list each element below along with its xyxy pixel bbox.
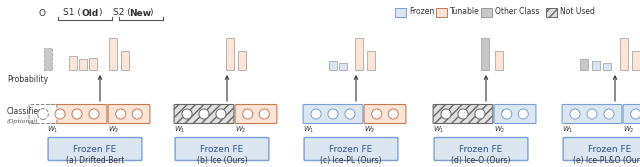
Ellipse shape bbox=[388, 109, 398, 119]
Bar bbox=[89, 58, 97, 70]
Bar bbox=[226, 38, 234, 70]
Text: (Optional): (Optional) bbox=[7, 119, 38, 124]
Bar bbox=[238, 51, 246, 70]
Ellipse shape bbox=[216, 109, 226, 119]
Ellipse shape bbox=[55, 109, 65, 119]
Text: $W_2$: $W_2$ bbox=[494, 125, 506, 135]
FancyBboxPatch shape bbox=[494, 105, 536, 124]
Text: (e) Ice-PL&O (Ours): (e) Ice-PL&O (Ours) bbox=[573, 155, 640, 164]
FancyBboxPatch shape bbox=[304, 137, 398, 160]
Ellipse shape bbox=[38, 109, 49, 119]
Bar bbox=[546, 8, 557, 17]
Bar bbox=[481, 38, 489, 70]
Ellipse shape bbox=[441, 109, 451, 119]
Text: New: New bbox=[129, 9, 151, 18]
Bar bbox=[329, 61, 337, 70]
Text: $W_1$: $W_1$ bbox=[47, 125, 59, 135]
Text: $W_1$: $W_1$ bbox=[433, 125, 445, 135]
Bar bbox=[355, 38, 363, 70]
Bar bbox=[632, 51, 640, 70]
Text: $W_2$: $W_2$ bbox=[623, 125, 635, 135]
Text: Frozen FE: Frozen FE bbox=[460, 144, 502, 153]
FancyBboxPatch shape bbox=[174, 105, 234, 124]
Bar bbox=[395, 8, 406, 17]
Text: Frozen FE: Frozen FE bbox=[200, 144, 244, 153]
Ellipse shape bbox=[372, 109, 382, 119]
Ellipse shape bbox=[630, 109, 640, 119]
Bar bbox=[79, 59, 87, 70]
FancyBboxPatch shape bbox=[562, 105, 622, 124]
Bar bbox=[436, 8, 447, 17]
Text: Probability: Probability bbox=[7, 75, 48, 85]
Text: Classifier: Classifier bbox=[7, 108, 42, 117]
Text: Frozen FE: Frozen FE bbox=[330, 144, 372, 153]
Text: Frozen: Frozen bbox=[409, 8, 435, 17]
Bar bbox=[603, 63, 611, 70]
Ellipse shape bbox=[604, 109, 614, 119]
Ellipse shape bbox=[243, 109, 253, 119]
FancyBboxPatch shape bbox=[48, 137, 142, 160]
Ellipse shape bbox=[259, 109, 269, 119]
FancyBboxPatch shape bbox=[364, 105, 406, 124]
FancyBboxPatch shape bbox=[623, 105, 640, 124]
Text: $W_2$: $W_2$ bbox=[364, 125, 376, 135]
FancyBboxPatch shape bbox=[433, 105, 493, 124]
Ellipse shape bbox=[458, 109, 468, 119]
Text: $W_2$: $W_2$ bbox=[236, 125, 247, 135]
Ellipse shape bbox=[89, 109, 99, 119]
Ellipse shape bbox=[345, 109, 355, 119]
Bar bbox=[620, 38, 628, 70]
Ellipse shape bbox=[311, 109, 321, 119]
Text: Old: Old bbox=[81, 9, 99, 18]
Text: Other Class: Other Class bbox=[495, 8, 540, 17]
Bar bbox=[44, 48, 52, 70]
Text: S1 (: S1 ( bbox=[63, 9, 81, 18]
Text: S2 (: S2 ( bbox=[113, 9, 131, 18]
Text: (c) Ice-PL (Ours): (c) Ice-PL (Ours) bbox=[320, 155, 381, 164]
FancyBboxPatch shape bbox=[47, 105, 107, 124]
Text: $W_1$: $W_1$ bbox=[562, 125, 574, 135]
Ellipse shape bbox=[182, 109, 192, 119]
Ellipse shape bbox=[116, 109, 126, 119]
FancyBboxPatch shape bbox=[563, 137, 640, 160]
Ellipse shape bbox=[132, 109, 142, 119]
FancyBboxPatch shape bbox=[434, 137, 528, 160]
Text: (a) Drifted-Bert: (a) Drifted-Bert bbox=[66, 155, 124, 164]
Bar bbox=[481, 8, 492, 17]
Bar bbox=[592, 61, 600, 70]
FancyBboxPatch shape bbox=[303, 105, 363, 124]
Ellipse shape bbox=[570, 109, 580, 119]
Ellipse shape bbox=[587, 109, 597, 119]
Ellipse shape bbox=[518, 109, 528, 119]
Bar bbox=[367, 51, 375, 70]
Text: ): ) bbox=[149, 9, 153, 18]
Bar bbox=[121, 51, 129, 70]
Text: $W_1$: $W_1$ bbox=[174, 125, 186, 135]
Text: $W_2$: $W_2$ bbox=[108, 125, 120, 135]
Ellipse shape bbox=[72, 109, 82, 119]
Bar bbox=[109, 38, 117, 70]
Text: O: O bbox=[38, 9, 45, 18]
FancyBboxPatch shape bbox=[235, 105, 277, 124]
Text: (d) Ice-O (Ours): (d) Ice-O (Ours) bbox=[451, 155, 511, 164]
Ellipse shape bbox=[475, 109, 485, 119]
Ellipse shape bbox=[502, 109, 512, 119]
Text: Tunable: Tunable bbox=[450, 8, 479, 17]
Bar bbox=[69, 56, 77, 70]
FancyBboxPatch shape bbox=[175, 137, 269, 160]
Ellipse shape bbox=[328, 109, 338, 119]
Text: (b) Ice (Ours): (b) Ice (Ours) bbox=[196, 155, 247, 164]
Bar bbox=[580, 59, 588, 70]
FancyBboxPatch shape bbox=[29, 105, 57, 124]
Text: Frozen FE: Frozen FE bbox=[74, 144, 116, 153]
Ellipse shape bbox=[199, 109, 209, 119]
Text: ): ) bbox=[99, 9, 102, 18]
Text: $W_1$: $W_1$ bbox=[303, 125, 315, 135]
Text: Frozen FE: Frozen FE bbox=[588, 144, 632, 153]
Bar bbox=[495, 51, 503, 70]
Bar bbox=[339, 63, 347, 70]
FancyBboxPatch shape bbox=[108, 105, 150, 124]
Text: Not Used: Not Used bbox=[560, 8, 595, 17]
